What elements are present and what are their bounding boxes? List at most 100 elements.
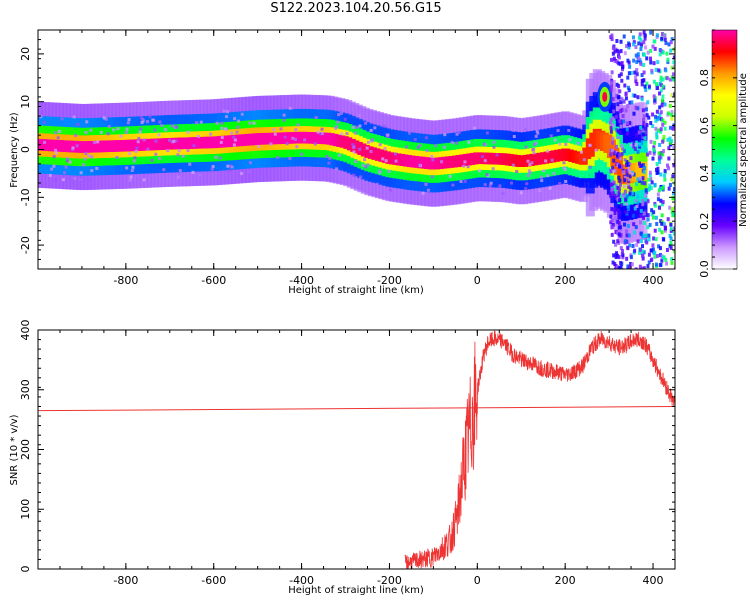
spectrogram-noise — [631, 213, 635, 218]
spectrogram-noise — [621, 147, 625, 151]
spectrogram-noise — [620, 144, 624, 149]
spectrogram-noise — [665, 76, 669, 81]
spectrogram-noise — [637, 41, 641, 46]
spectrogram-noise — [477, 169, 481, 173]
spectrogram-noise — [659, 127, 663, 132]
spectrogram-noise — [646, 152, 650, 157]
spectrogram-noise — [670, 116, 674, 121]
spectrogram-noise — [663, 126, 667, 131]
spectrogram-noise — [338, 153, 342, 157]
spectrogram-noise — [174, 139, 178, 143]
spectrogram-noise — [649, 185, 653, 190]
spectrogram-noise — [652, 236, 656, 241]
spectrogram-noise — [138, 130, 142, 134]
spectrogram-noise — [626, 85, 630, 90]
spectrogram-noise — [124, 130, 128, 134]
spectrogram-noise — [617, 266, 621, 269]
spectrogram-noise — [669, 228, 673, 233]
spectrogram-noise — [455, 132, 459, 136]
spectrogram-noise — [666, 137, 670, 142]
snr-series-line — [404, 330, 675, 569]
spectrogram-noise — [647, 233, 651, 238]
spectrogram-noise — [635, 60, 639, 65]
spectrogram-noise — [653, 46, 657, 51]
spectrogram-noise — [672, 231, 675, 236]
spectrogram-noise — [457, 130, 461, 134]
spectrogram-noise — [642, 211, 646, 216]
spectrogram-noise — [314, 115, 318, 119]
spectrogram-noise — [609, 220, 613, 225]
spectrogram-noise — [136, 140, 140, 144]
spectrogram-noise — [425, 149, 429, 153]
spectrogram-noise — [642, 170, 646, 175]
spectrogram-noise — [220, 121, 224, 125]
spectrogram-noise — [421, 191, 425, 195]
spectrogram-noise — [195, 121, 199, 125]
spectrogram-noise — [337, 113, 341, 117]
spectrogram-noise — [654, 67, 658, 72]
spectrogram-noise — [641, 244, 645, 249]
spectrogram-noise — [230, 165, 234, 169]
spectrogram-noise — [661, 200, 665, 205]
spectrogram-noise — [343, 117, 347, 121]
spectrogram-noise — [667, 146, 671, 151]
spectrogram-noise — [325, 155, 329, 159]
spectrogram-noise — [635, 72, 639, 77]
spectrogram-noise — [546, 174, 550, 178]
spectrogram-noise — [65, 157, 69, 161]
spectrogram-noise — [646, 100, 650, 105]
spectrogram-noise — [617, 61, 621, 66]
spectrogram-noise — [620, 203, 624, 208]
spectrogram-noise — [638, 178, 642, 183]
spectrogram-noise — [634, 214, 638, 219]
x-tick-label: -400 — [289, 574, 314, 587]
spectrogram-noise — [191, 170, 195, 174]
spectrogram-noise — [671, 206, 675, 211]
spectrogram-noise — [240, 172, 244, 176]
spectrogram-noise — [137, 137, 141, 141]
spectrogram-noise — [672, 146, 675, 151]
spectrogram-noise — [673, 226, 675, 231]
spectrogram-noise — [628, 174, 632, 179]
spectrogram-noise — [209, 132, 213, 136]
spectrogram-noise — [628, 243, 632, 248]
spectrogram-noise — [626, 183, 630, 187]
spectrogram-noise — [357, 114, 361, 118]
spectrogram-noise — [653, 228, 657, 233]
spectrogram-noise — [655, 135, 659, 140]
spectrogram-noise — [170, 124, 174, 128]
spectrogram-noise — [64, 165, 68, 169]
spectrogram-noise — [273, 132, 277, 136]
snr-x-label: Height of straight line (km) — [288, 585, 424, 596]
spectrogram-noise — [628, 100, 632, 105]
spectrogram-noise — [643, 205, 647, 210]
spectrogram-noise — [294, 128, 298, 132]
spectrogram-noise — [636, 177, 640, 182]
spectrogram-noise — [339, 111, 343, 115]
spectrogram-noise — [658, 154, 662, 159]
spectrogram-noise — [658, 112, 662, 117]
spectrogram-noise — [618, 178, 622, 183]
spectrogram-noise — [655, 253, 659, 258]
spectrogram-noise — [647, 237, 651, 242]
spectrogram-noise — [619, 124, 623, 129]
spectrogram-noise — [291, 136, 295, 140]
spectrogram-noise — [626, 75, 630, 80]
spectrogram-noise — [225, 115, 229, 119]
spectrogram-noise — [153, 128, 157, 132]
spectrogram-noise — [635, 132, 639, 137]
spectrogram-noise — [619, 39, 623, 44]
spectrogram-noise — [610, 232, 614, 237]
spectrogram-noise — [233, 117, 237, 121]
spectrogram-noise — [492, 140, 496, 144]
spectrogram-noise — [641, 256, 645, 261]
spectrogram-noise — [176, 153, 180, 157]
spectrogram-noise — [548, 186, 552, 190]
spectrogram-noise — [620, 78, 624, 83]
spectrogram-noise — [660, 213, 664, 218]
spectrogram-noise — [222, 109, 226, 113]
y-tick-label: 100 — [19, 499, 32, 520]
spectrogram-noise — [633, 248, 637, 253]
spectrogram-noise — [76, 122, 80, 126]
spectrogram-noise — [633, 206, 637, 211]
